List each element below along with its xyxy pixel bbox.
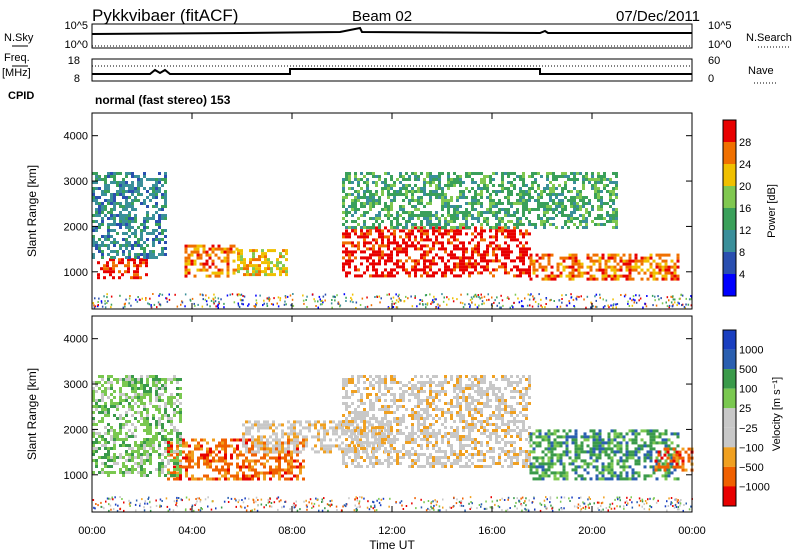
- velocity-colorbar-tick: −25: [739, 423, 758, 435]
- velocity-colorbar-swatch: [723, 408, 736, 428]
- velocity-heatmap: [92, 375, 694, 512]
- power-heatmap: [92, 172, 693, 309]
- freq-label: Freq.: [4, 52, 30, 64]
- nsky-tick-bottom: 10^0: [64, 39, 88, 51]
- power-colorbar-swatch: [723, 186, 736, 208]
- power-colorbar-swatch: [723, 252, 736, 274]
- power-region-1: [184, 244, 239, 278]
- power-colorbar-label: Power [dB]: [766, 184, 778, 238]
- power-colorbar-tick: 8: [739, 247, 745, 259]
- velocity-ytick-label: 3000: [64, 379, 88, 391]
- velocity-colorbar-swatch: [723, 388, 736, 409]
- cpid-value: normal (fast stereo) 153: [95, 93, 231, 107]
- power-ytick-label: 3000: [64, 176, 88, 188]
- nsearch-tick-top: 10^5: [708, 20, 732, 32]
- x-tick-label: 08:00: [278, 525, 306, 537]
- beam-title: Beam 02: [352, 8, 412, 25]
- x-tick-label: 20:00: [578, 525, 606, 537]
- power-colorbar-swatch: [723, 274, 736, 296]
- velocity-colorbar-swatch: [723, 427, 736, 448]
- power-colorbar-tick: 28: [739, 137, 751, 149]
- nsearch-label: N.Search: [746, 32, 792, 44]
- nsky-trace: [91, 26, 692, 35]
- freq-tick-bottom: 8: [74, 73, 80, 85]
- velocity-colorbar: 1000 500 100 25 −25 −100 −500 −1000: [722, 329, 770, 507]
- nsky-tick-top: 10^5: [64, 20, 88, 32]
- station-title: Pykkvibaer (fitACF): [92, 6, 238, 25]
- velocity-colorbar-swatch: [723, 369, 736, 389]
- power-colorbar-tick: 24: [739, 159, 751, 171]
- power-colorbar-swatch: [723, 230, 736, 252]
- power-region-2: [237, 249, 288, 277]
- velocity-colorbar-frame: [722, 329, 737, 507]
- velocity-colorbar-tick: −1000: [739, 481, 770, 493]
- x-tick-label: 00:00: [78, 525, 106, 537]
- nave-tick-top: 60: [708, 55, 720, 67]
- nave-label: Nave: [748, 65, 774, 77]
- nsky-panel: [91, 23, 693, 49]
- velocity-region-3: [529, 429, 680, 481]
- velocity-colorbar-tick: 1000: [739, 345, 763, 357]
- velocity-region-2: [342, 375, 531, 468]
- power-region-0: [97, 258, 148, 280]
- velocity-ytick-label: 2000: [64, 424, 88, 436]
- freq-panel: [91, 58, 693, 82]
- power-colorbar-frame: [722, 119, 737, 297]
- nave-tick-bottom: 0: [708, 73, 714, 85]
- x-axis-label: Time UT: [369, 538, 415, 552]
- power-colorbar-tick: 12: [739, 225, 751, 237]
- velocity-colorbar-swatch: [723, 349, 736, 370]
- velocity-colorbar-swatch: [723, 447, 736, 467]
- velocity-ytick-label: 1000: [64, 470, 88, 482]
- power-region-5: [92, 172, 167, 259]
- velocity-y-axis: 1000 2000 3000 4000: [64, 334, 692, 482]
- power-colorbar: 28 24 20 16 12 8 4: [722, 119, 751, 297]
- nsky-label: N.Sky: [4, 32, 34, 44]
- power-colorbar-swatch: [723, 120, 736, 142]
- velocity-ytick-label: 4000: [64, 334, 88, 346]
- power-colorbar-swatch: [723, 208, 736, 230]
- velocity-ylabel: Slant Range [km]: [25, 368, 39, 460]
- power-colorbar-tick: 16: [739, 203, 751, 215]
- velocity-colorbar-tick: 500: [739, 364, 757, 376]
- power-region-6: [342, 172, 618, 229]
- power-ytick-label: 4000: [64, 131, 88, 143]
- freq-tick-top: 18: [68, 55, 80, 67]
- velocity-colorbar-tick: −100: [739, 442, 764, 454]
- velocity-near-range-noise: [92, 496, 693, 512]
- power-region-3: [342, 226, 531, 278]
- date-title: 07/Dec/2011: [616, 8, 700, 25]
- power-colorbar-tick: 20: [739, 181, 751, 193]
- velocity-region-4: [92, 375, 182, 477]
- power-ytick-label: 2000: [64, 221, 88, 233]
- power-near-range-noise: [92, 293, 693, 309]
- x-tick-label: 16:00: [478, 525, 506, 537]
- velocity-colorbar-swatch: [723, 466, 736, 487]
- power-y-axis: 1000 2000 3000 4000: [64, 131, 692, 279]
- x-tick-label: 00:00: [678, 525, 706, 537]
- cpid-label: CPID: [8, 90, 34, 102]
- nsearch-tick-bottom: 10^0: [708, 39, 732, 51]
- velocity-colorbar-label: Velocity [m s⁻¹]: [771, 377, 783, 451]
- velocity-region-0: [167, 438, 305, 481]
- time-x-axis: 00:00 04:00 08:00 12:00 16:00 20:00 00:00: [78, 113, 706, 537]
- power-colorbar-tick: 4: [739, 269, 745, 281]
- power-colorbar-swatch: [723, 164, 736, 186]
- power-ytick-label: 1000: [64, 267, 88, 279]
- x-tick-label: 04:00: [178, 525, 206, 537]
- velocity-colorbar-swatch: [723, 486, 736, 506]
- velocity-colorbar-tick: 100: [739, 384, 757, 396]
- velocity-colorbar-tick: −500: [739, 462, 764, 474]
- freq-trace: [92, 68, 692, 75]
- velocity-colorbar-swatch: [723, 330, 736, 350]
- freq-unit-label: [MHz]: [2, 67, 31, 79]
- power-ylabel: Slant Range [km]: [25, 165, 39, 257]
- power-region-4: [529, 253, 680, 281]
- power-colorbar-swatch: [723, 142, 736, 164]
- velocity-colorbar-tick: 25: [739, 403, 751, 415]
- x-tick-label: 12:00: [378, 525, 406, 537]
